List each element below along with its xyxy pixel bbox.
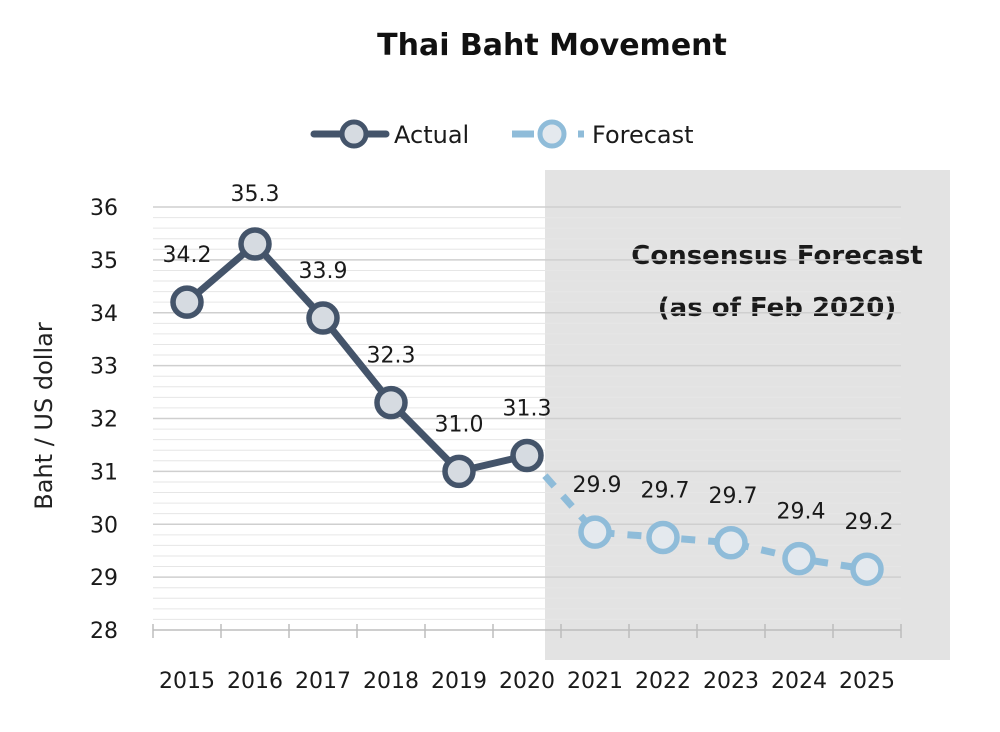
x-tick-label: 2021 xyxy=(567,669,623,694)
data-point-forecast xyxy=(850,552,884,586)
data-label-actual: 31.0 xyxy=(435,412,484,437)
x-tick-label: 2024 xyxy=(771,669,827,694)
y-axis-title: Baht / US dollar xyxy=(30,322,58,510)
series-line-forecast xyxy=(524,453,868,573)
data-label-actual: 33.9 xyxy=(299,259,348,284)
data-label-forecast: 29.7 xyxy=(709,484,758,509)
y-tick-label: 28 xyxy=(90,619,118,644)
x-tick-label: 2025 xyxy=(839,669,895,694)
y-tick-label: 34 xyxy=(90,302,118,327)
legend-marker-actual xyxy=(339,119,369,149)
data-point-actual xyxy=(170,285,204,319)
y-tick-label: 32 xyxy=(90,408,118,433)
data-label-actual: 35.3 xyxy=(231,182,280,207)
forecast-region-label: Consensus Forecast xyxy=(631,241,922,271)
y-tick-label: 33 xyxy=(90,355,118,380)
y-tick-label: 31 xyxy=(90,460,118,485)
forecast-region-label: (as of Feb 2020) xyxy=(658,293,896,323)
x-tick-label: 2022 xyxy=(635,669,691,694)
data-point-actual xyxy=(442,454,476,489)
x-tick-label: 2019 xyxy=(431,669,487,694)
data-label-forecast: 29.9 xyxy=(573,473,622,498)
x-tick-label: 2023 xyxy=(703,669,759,694)
data-label-actual: 31.3 xyxy=(503,397,552,422)
data-point-forecast xyxy=(646,520,680,555)
y-tick-label: 36 xyxy=(90,196,118,221)
data-label-forecast: 29.7 xyxy=(641,478,690,503)
y-tick-label: 35 xyxy=(90,249,118,274)
legend-label-actual: Actual xyxy=(394,121,469,149)
data-point-actual xyxy=(374,385,408,420)
data-point-actual xyxy=(510,438,544,473)
legend-label-forecast: Forecast xyxy=(592,121,694,149)
forecast-shaded-region xyxy=(545,170,950,660)
data-point-forecast xyxy=(782,541,816,576)
chart-title: Thai Baht Movement xyxy=(377,28,727,63)
data-label-forecast: 29.4 xyxy=(777,500,826,525)
data-label-forecast: 29.2 xyxy=(845,510,894,535)
data-point-forecast xyxy=(714,526,748,560)
y-tick-label: 30 xyxy=(90,513,118,538)
data-point-forecast xyxy=(578,515,612,549)
x-tick-label: 2020 xyxy=(499,669,555,694)
x-tick-label: 2018 xyxy=(363,669,419,694)
y-tick-label: 29 xyxy=(90,566,118,591)
data-label-actual: 34.2 xyxy=(163,243,212,268)
data-point-actual xyxy=(238,227,272,261)
legend-marker-forecast xyxy=(537,119,567,149)
data-point-actual xyxy=(306,301,340,335)
data-label-actual: 32.3 xyxy=(367,344,416,369)
x-tick-label: 2017 xyxy=(295,669,351,694)
x-tick-label: 2015 xyxy=(159,669,215,694)
x-tick-label: 2016 xyxy=(227,669,283,694)
